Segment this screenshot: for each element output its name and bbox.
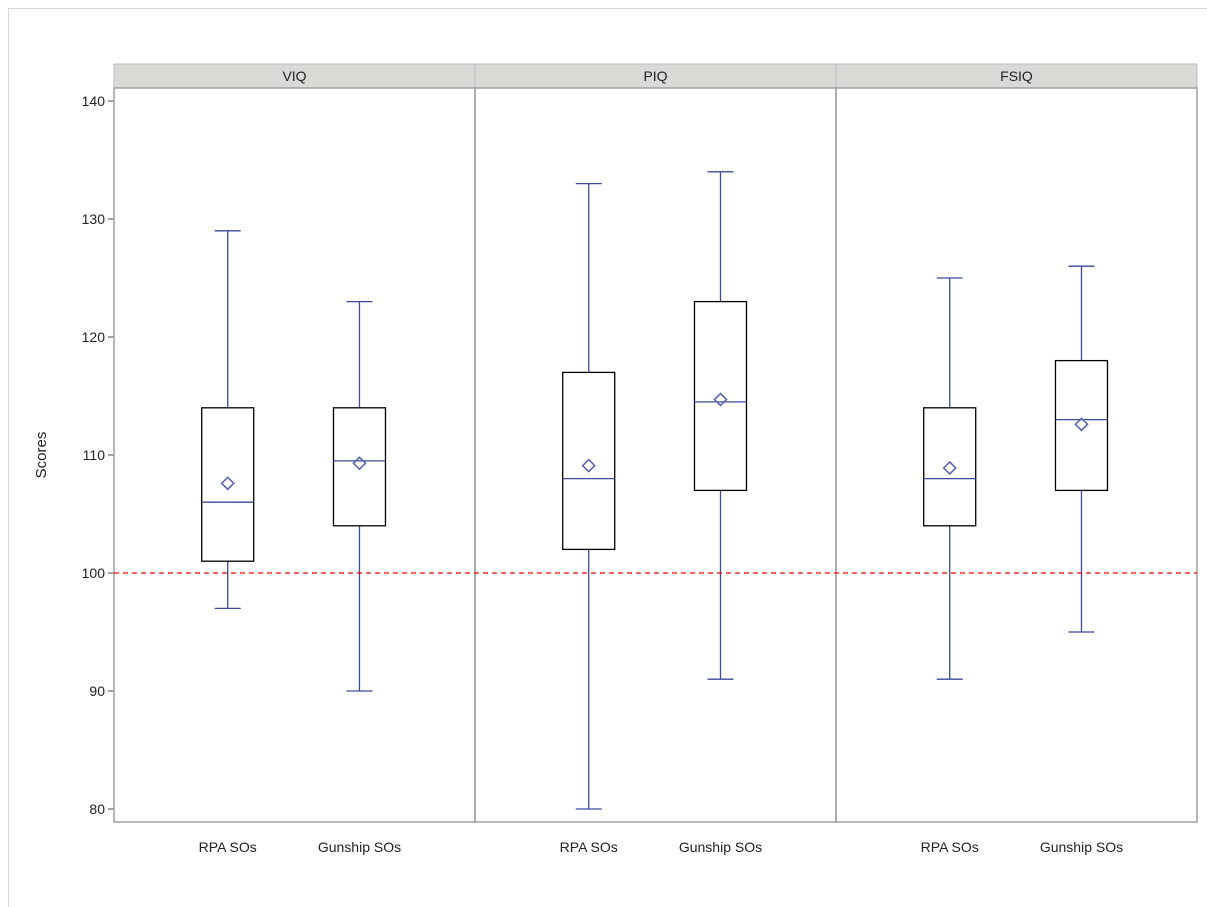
y-tick-label: 110 [83,447,106,463]
panel-label-piq: PIQ [643,68,667,84]
x-category-label: Gunship SOs [318,839,401,855]
y-tick-label: 130 [82,211,106,227]
iqr-box [923,407,977,527]
mean-marker [220,476,235,491]
y-tick-label: 100 [82,565,106,581]
chart-frame [8,8,1207,907]
iqr-box [332,407,387,527]
y-tick-label: 120 [82,329,106,345]
x-category-label: RPA SOs [921,839,979,855]
y-tick-label: 80 [89,801,105,817]
panel-frame [835,87,1198,823]
iqr-box [1054,359,1109,492]
x-category-label: Gunship SOs [1040,839,1123,855]
mean-marker [713,392,728,407]
panel-label-fsiq: FSIQ [1000,68,1033,84]
mean-marker [942,460,957,476]
y-tick-label: 90 [89,683,105,699]
iqr-box [693,300,748,492]
mean-marker [1074,417,1089,432]
x-category-label: RPA SOs [560,839,618,855]
iqr-box [201,407,255,562]
x-category-label: Gunship SOs [679,839,762,855]
iqr-box [562,371,616,551]
panel-frame [113,87,476,823]
panel-frame [474,87,837,823]
panel-label-viq: VIQ [282,68,306,84]
y-axis-title: Scores [33,432,50,479]
panel-strip [474,63,837,89]
mean-marker [352,456,367,471]
x-category-label: RPA SOs [199,839,257,855]
y-tick-label: 140 [82,93,106,109]
mean-marker [581,458,596,473]
